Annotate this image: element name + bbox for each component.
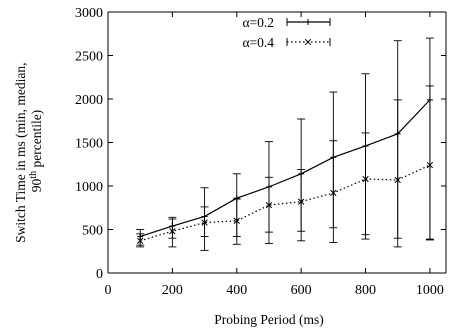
y-tick-label-1: 500 <box>82 224 103 239</box>
plot-layer <box>136 37 434 251</box>
y-axis-title-line-1: Switch Time in ms (min, median, <box>13 62 28 242</box>
y-axis-title: Switch Time in ms (min, median, 90th per… <box>13 59 44 243</box>
series-1-point-4 <box>265 201 273 209</box>
series-1-point-1-d2 <box>169 228 176 235</box>
x-tick-label-2: 400 <box>226 283 247 298</box>
y-tick-label-5: 2500 <box>75 50 103 65</box>
series-1-point-6 <box>330 189 337 197</box>
y-axis-title-line-2-rest: percentile) <box>29 110 44 171</box>
y-tick-label-2: 1000 <box>75 180 103 195</box>
x-tick-label-1: 200 <box>162 283 183 298</box>
series-1-point-2 <box>201 219 208 226</box>
legend-marker-1 <box>304 38 312 46</box>
series-1-point-1 <box>169 228 176 235</box>
series-1-point-9-d2 <box>426 161 434 169</box>
legend-marker-0 <box>305 19 311 25</box>
y-tick-label-6: 3000 <box>75 6 103 21</box>
series-line-1 <box>140 164 431 242</box>
series-1-point-2-d2 <box>201 219 208 226</box>
series-1-point-7-d2 <box>362 175 369 183</box>
y-tick-label-4: 2000 <box>75 93 103 108</box>
axes-layer: 0 200 400 600 800 1000 0 500 1000 1500 2000 2500 300… <box>75 6 447 298</box>
series-1-point-0-d2 <box>137 237 144 244</box>
legend: α=0.2 α=0.4 <box>242 15 331 50</box>
y-tick-label-3: 1500 <box>75 137 103 152</box>
series-1-point-8-d2 <box>394 176 401 184</box>
y-tick-label-0: 0 <box>96 267 103 282</box>
series-1-point-3-d2 <box>233 217 240 224</box>
series-1-point-3 <box>233 217 240 224</box>
y-axis-title-line-2-base: 90 <box>29 178 44 192</box>
y-axis-title-line-2-sup: th <box>28 171 39 179</box>
series-line-0 <box>140 99 431 238</box>
x-tick-label-3: 600 <box>291 283 312 298</box>
series-1-point-8 <box>394 176 401 184</box>
x-tick-label-5: 1000 <box>416 283 444 298</box>
series-1-point-9 <box>426 161 434 169</box>
legend-marker-1-d2 <box>304 38 312 46</box>
series-1-point-0 <box>137 237 144 244</box>
legend-label-0: α=0.2 <box>242 15 274 30</box>
series-1-point-7 <box>362 175 369 183</box>
x-tick-label-0: 0 <box>105 283 112 298</box>
series-1-point-6-d2 <box>330 189 337 197</box>
x-tick-label-4: 800 <box>355 283 376 298</box>
series-1-point-4-d2 <box>265 201 273 209</box>
legend-label-1: α=0.4 <box>242 35 274 50</box>
series-1-point-5 <box>297 198 305 205</box>
series-1-point-5-d2 <box>297 198 305 205</box>
x-axis-title: Probing Period (ms) <box>214 312 324 327</box>
